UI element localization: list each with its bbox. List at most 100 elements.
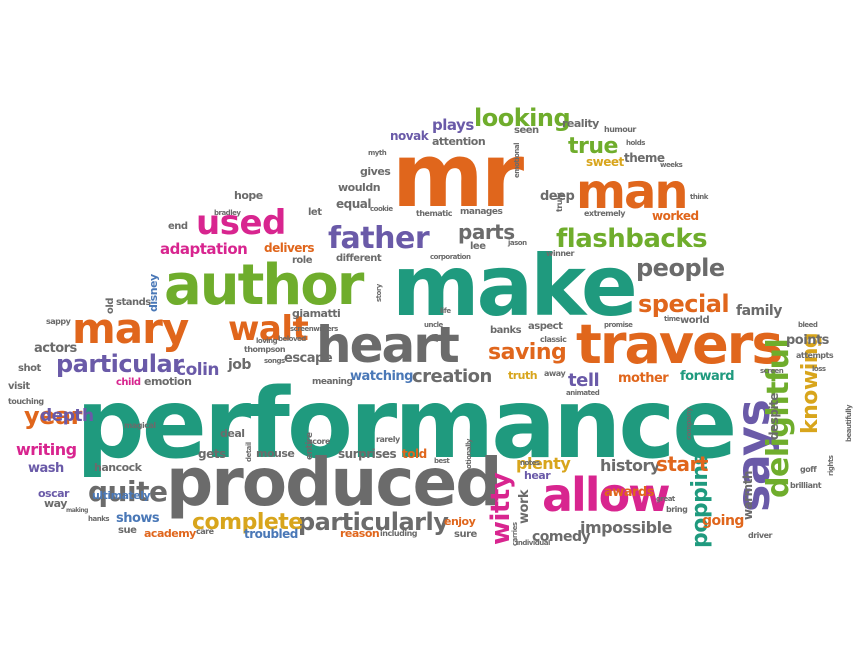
word-reason: reason xyxy=(340,527,380,540)
word-cookie: cookie xyxy=(370,205,393,213)
word-saving: saving xyxy=(488,340,567,365)
word-told: told xyxy=(402,447,427,461)
word-parts: parts xyxy=(458,220,515,244)
word-touching: touching xyxy=(8,397,44,406)
word-different: different xyxy=(336,253,382,264)
word-delivers: delivers xyxy=(264,241,314,255)
word-beloved: beloved xyxy=(278,335,306,343)
word-away: away xyxy=(544,369,566,378)
word-bring: bring xyxy=(666,505,688,514)
word-driver: driver xyxy=(748,531,773,540)
word-watching: watching xyxy=(350,369,413,384)
word-forward: forward xyxy=(680,369,735,384)
word-thematic: thematic xyxy=(416,209,453,218)
word-truth: truth xyxy=(508,369,538,382)
word-score: score xyxy=(308,437,330,446)
word-bradley: bradley xyxy=(214,209,241,217)
word-points: points xyxy=(786,333,829,348)
word-allow: allow xyxy=(542,468,671,522)
word-particularly: particularly xyxy=(298,508,449,536)
word-hanks: hanks xyxy=(88,515,110,523)
word-true: true xyxy=(568,134,618,159)
word-year: year xyxy=(24,402,82,430)
word-let: let xyxy=(308,207,322,218)
word-father: father xyxy=(328,221,430,256)
word-work: work xyxy=(517,490,532,524)
word-quite: quite xyxy=(88,475,168,508)
word-history: history xyxy=(600,456,660,475)
word-carries: carries xyxy=(511,522,519,546)
word-hear: hear xyxy=(524,469,551,482)
word-mr: mr xyxy=(392,124,524,227)
word-troubled: troubled xyxy=(244,527,298,541)
word-novak: novak xyxy=(390,129,429,143)
word-child: child xyxy=(116,377,141,388)
word-hancock: hancock xyxy=(94,461,142,474)
word-attention: attention xyxy=(432,135,486,148)
word-winner: winner xyxy=(546,249,574,258)
word-sue: sue xyxy=(118,525,137,536)
word-impossible: impossible xyxy=(580,518,672,537)
word-banks: banks xyxy=(490,325,522,336)
word-man: man xyxy=(576,164,689,220)
word-story: story xyxy=(375,284,383,302)
word-loss: loss xyxy=(812,365,826,373)
word-mary: mary xyxy=(72,304,189,353)
word-equal: equal xyxy=(336,197,371,211)
word-performance: performance xyxy=(76,368,737,480)
word-ultimately: ultimately xyxy=(92,489,151,502)
word-emotionally: emotionally xyxy=(465,439,473,480)
word-best: best xyxy=(434,457,450,465)
word-songs: songs xyxy=(264,357,285,365)
word-theme: theme xyxy=(624,151,665,165)
word-academy: academy xyxy=(144,527,196,540)
word-making: making xyxy=(66,507,88,514)
word-travers: travers xyxy=(576,313,783,376)
word-emotional: emotional xyxy=(513,142,521,178)
word-visit: visit xyxy=(8,381,30,392)
word-awards: awards xyxy=(604,485,655,500)
word-worked: worked xyxy=(652,209,699,223)
word-produced: produced xyxy=(166,444,502,521)
word-sweet: sweet xyxy=(586,155,624,169)
word-notes: notes xyxy=(520,459,540,467)
word-truly: truly xyxy=(555,193,564,212)
word-special: special xyxy=(638,290,730,318)
word-manages: manages xyxy=(460,207,503,217)
word-aspect: aspect xyxy=(528,321,563,332)
word-promise: promise xyxy=(604,321,633,329)
word-bleed: bleed xyxy=(798,321,818,329)
word-start: start xyxy=(656,452,708,476)
word-plenty: plenty xyxy=(516,454,571,473)
word-deep: deep xyxy=(540,189,575,204)
word-wash: wash xyxy=(28,461,64,476)
word-meaning: meaning xyxy=(312,377,353,387)
word-author: author xyxy=(164,253,364,318)
word-life: life xyxy=(440,307,451,315)
word-walt: walt xyxy=(228,309,309,349)
word-jason: jason xyxy=(508,239,527,247)
word-reality: reality xyxy=(562,117,599,130)
word-shows: shows xyxy=(116,511,160,526)
word-hope: hope xyxy=(234,189,263,202)
word-surprises: surprises xyxy=(338,447,397,461)
word-magical: magical xyxy=(124,421,156,430)
word-wouldn: wouldn xyxy=(338,181,381,194)
word-old: old xyxy=(105,298,116,314)
word-shot: shot xyxy=(18,363,41,374)
word-despite: despite xyxy=(767,393,781,440)
word-flashbacks: flashbacks xyxy=(556,224,708,254)
word-way: way xyxy=(44,497,67,510)
word-animated: animated xyxy=(566,389,600,397)
word-role: role xyxy=(292,255,313,266)
word-adaptation: adaptation xyxy=(160,240,248,258)
word-escape: escape xyxy=(284,351,333,366)
word-screen: screen xyxy=(760,367,784,375)
word-comedy: comedy xyxy=(532,529,591,545)
word-extremely: extremely xyxy=(584,209,626,218)
word-stands: stands xyxy=(116,297,151,308)
word-end: end xyxy=(168,221,188,232)
word-brilliant: brilliant xyxy=(790,481,822,490)
word-weeks: weeks xyxy=(660,161,683,169)
